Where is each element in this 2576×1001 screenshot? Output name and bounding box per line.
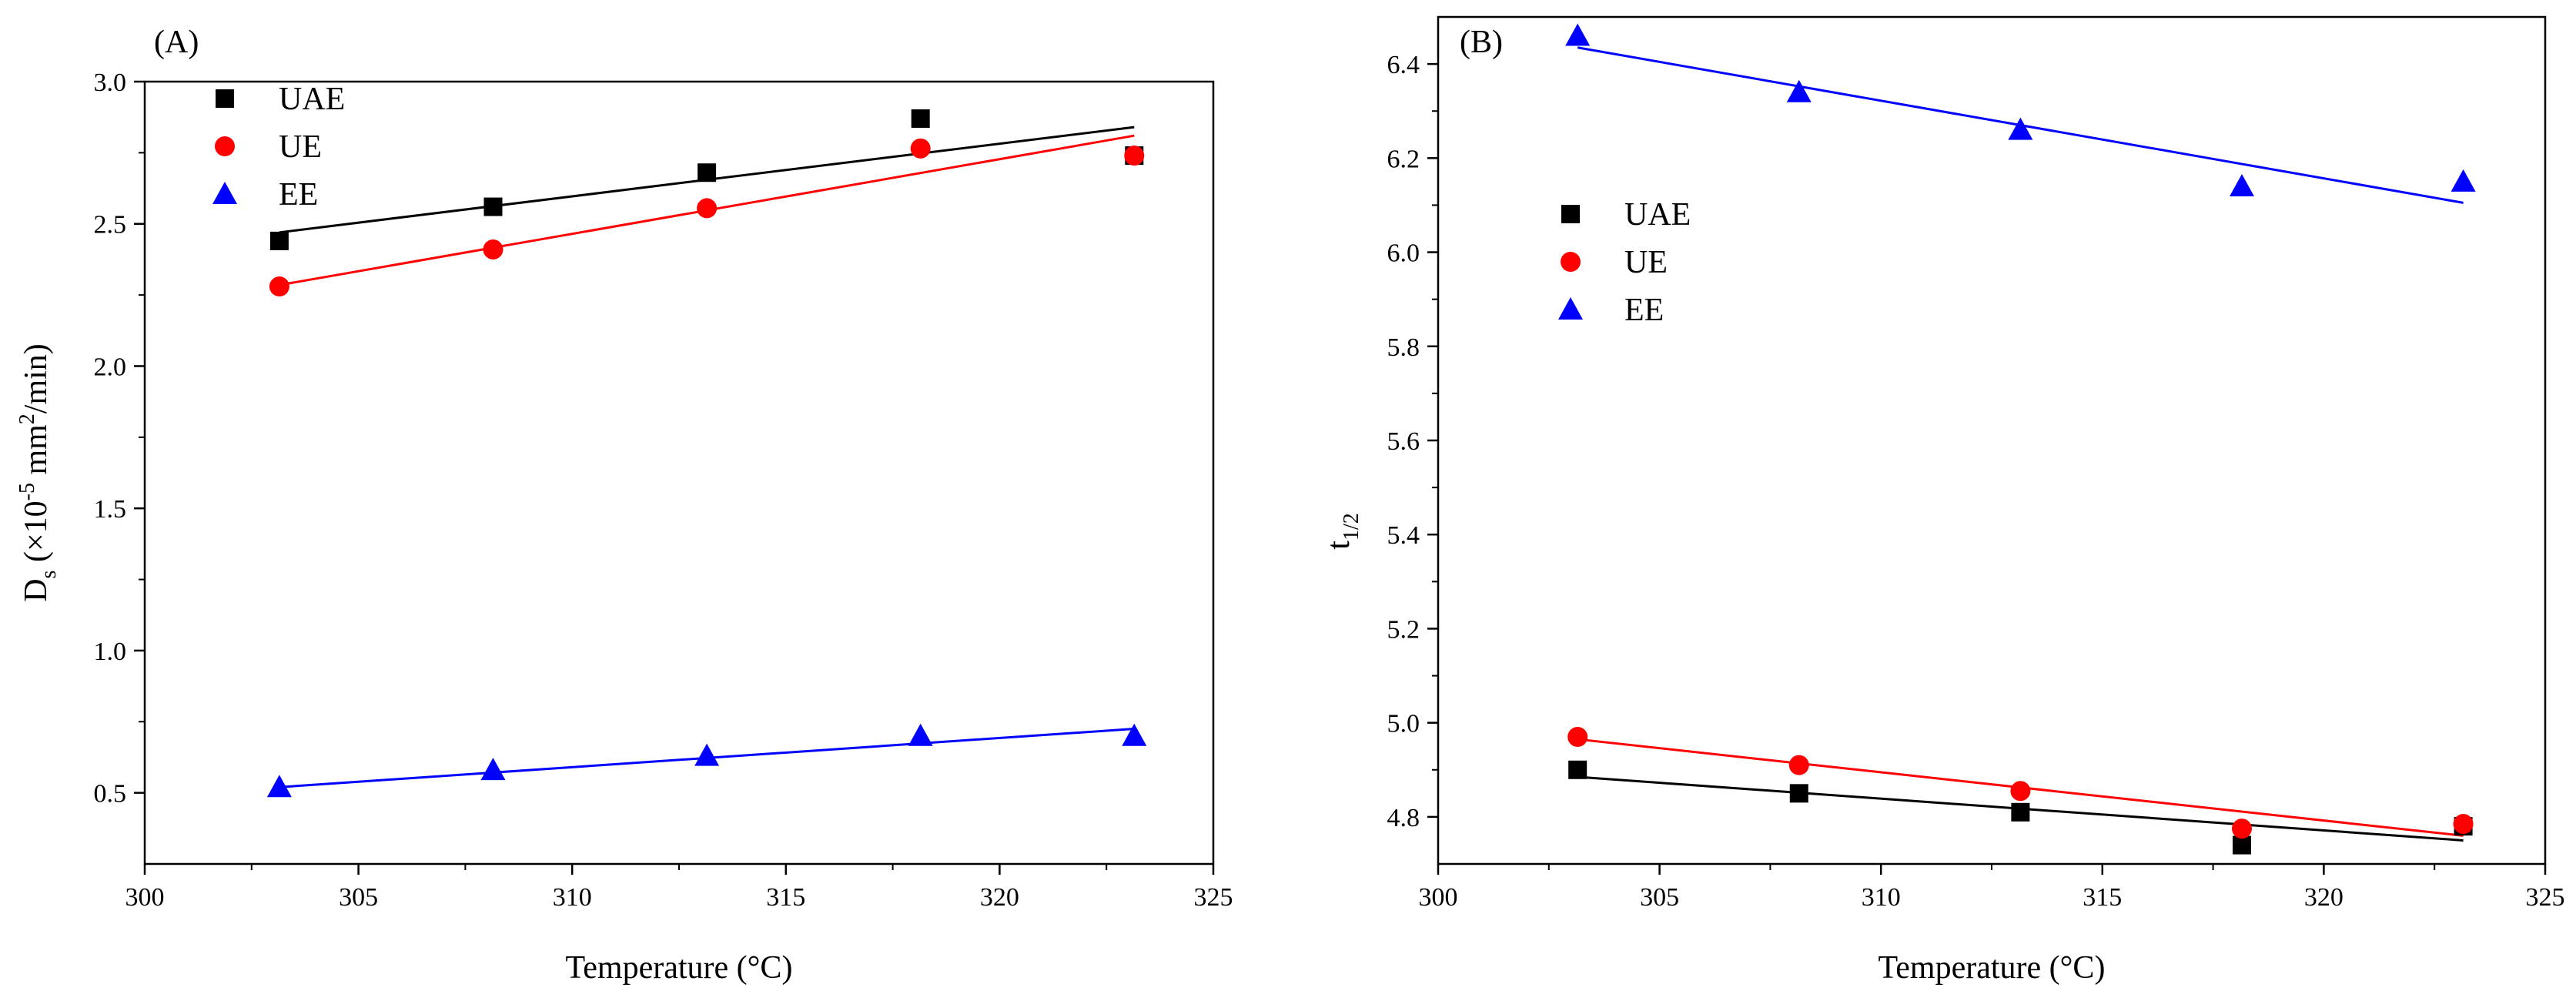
panel-a-point-uae (911, 109, 930, 129)
panel-b-point-uae (1789, 784, 1808, 803)
panel-b-data-points (1565, 23, 2476, 855)
panel-a-y-label-mid2: mm (18, 424, 54, 483)
panel-a-legend-label-ue: UE (279, 129, 322, 165)
panel-b-legend-marker-ee (1558, 297, 1583, 320)
panel-b-point-ue (2231, 819, 2252, 839)
panel-b-y-tick-label: 4.8 (1387, 804, 1420, 832)
panel-b-legend-label-ue: UE (1624, 245, 1668, 280)
panel-a-point-uae (483, 197, 503, 216)
panel-b-legend: UAE UE EE (1558, 197, 1691, 328)
panel-a-point-ue (697, 198, 718, 219)
panel-b-point-ee (1786, 79, 1812, 102)
panel-a-legend: UAE UE EE (212, 82, 345, 213)
panel-b-y-tick-label: 6.0 (1387, 239, 1420, 268)
panel-b-point-ee (1565, 23, 1591, 46)
panel-a-point-ee (694, 743, 720, 766)
panel-b-point-ue (2453, 814, 2474, 835)
panel-a-point-ue (910, 138, 931, 159)
panel-b-legend-marker-ue (1561, 252, 1581, 272)
panel-b-y-tick-label: 5.8 (1387, 333, 1420, 362)
panel-a-point-uae (269, 231, 289, 250)
panel-b-x-tick-label: 320 (2304, 883, 2343, 912)
panel-b-legend-label-uae: UAE (1624, 197, 1691, 233)
panel-a-point-ue (1124, 146, 1145, 166)
panel-b-y-tick-label: 5.0 (1387, 710, 1420, 738)
panel-b-point-ue (1788, 755, 1809, 775)
panel-a-x-tick-label: 325 (1194, 883, 1233, 912)
panel-a-data-points (266, 109, 1147, 798)
panel-b-point-uae (1568, 760, 1587, 779)
panel-a-x-tick-label: 310 (553, 883, 592, 912)
panel-a-point-uae (698, 163, 717, 182)
panel-b-label: (B) (1460, 25, 1503, 60)
panel-b-x-label: Temperature (°C) (1878, 950, 2106, 986)
panel-a-y-label-end: /min) (18, 343, 54, 413)
panel-b-y-tick-label: 5.6 (1387, 427, 1420, 456)
panel-a-y-label-sup2: 2 (15, 413, 39, 424)
panel-a-legend-marker-uae (216, 89, 234, 108)
panel-a-y-tick-label: 1.0 (94, 638, 127, 666)
panel-b-x-axis: 300 305 310 315 320 325 (1419, 864, 2565, 912)
panel-a-y-label-mid: (×10 (18, 500, 54, 570)
panel-b-point-ee (2451, 169, 2476, 192)
panel-b-x-tick-label: 315 (2083, 883, 2122, 912)
panel-b-y-tick-label: 5.4 (1387, 521, 1420, 550)
panel-b-legend-marker-uae (1561, 205, 1580, 223)
panel-b-y-axis: 4.8 5.0 5.2 5.4 5.6 5.8 6.0 6.2 6.4 (1387, 51, 1438, 832)
panel-a-legend-label-ee: EE (279, 177, 318, 213)
panel-a-x-tick-label: 305 (339, 883, 378, 912)
panel-a-point-ue (269, 276, 289, 297)
panel-a-fit-lines (279, 126, 1135, 788)
panel-a-legend-label-uae: UAE (279, 82, 345, 117)
panel-a-y-label: Ds (×10-5 mm2/min) (15, 343, 61, 602)
panel-a-point-ee (266, 775, 292, 798)
panel-a-y-tick-label: 0.5 (94, 780, 127, 808)
panel-b-x-tick-label: 305 (1640, 883, 1679, 912)
panel-b-y-tick-label: 6.2 (1387, 145, 1420, 173)
panel-a-y-label-sub: s (37, 571, 61, 579)
panel-b-point-uae (2232, 835, 2251, 855)
panel-a-legend-marker-ee (212, 182, 237, 204)
panel-a-point-ee (1122, 723, 1147, 746)
panel-b-y-tick-label: 5.2 (1387, 615, 1420, 644)
panel-a-x-label: Temperature (°C) (566, 950, 793, 986)
panel-a-label: (A) (154, 25, 199, 60)
panel-a-y-tick-label: 2.0 (94, 353, 127, 381)
panel-a-y-tick-label: 3.0 (94, 69, 127, 97)
panel-b-legend-label-ee: EE (1624, 293, 1664, 328)
panel-b-x-tick-label: 300 (1419, 883, 1458, 912)
panel-b-plot-frame (1437, 15, 2547, 865)
panel-b-point-ue (1567, 727, 1588, 747)
panel-a: (A) 300 305 310 315 320 325 0.5 1.0 1.5 2.0 2.5 3.… (15, 25, 1233, 986)
panel-a-y-label-main: D (18, 578, 54, 601)
panel-a-legend-marker-ue (215, 136, 235, 156)
panel-b-y-label-main: t (1321, 541, 1357, 550)
panel-a-x-tick-label: 315 (766, 883, 805, 912)
panel-b: (B) 300 305 310 315 320 325 4.8 5.0 5.2 5.4 5.6 5.… (1321, 15, 2565, 986)
panel-a-point-ue (483, 239, 503, 259)
panel-b-point-ee (2229, 174, 2254, 196)
panel-b-y-label: t1/2 (1321, 513, 1363, 549)
panel-a-point-ee (908, 723, 933, 746)
panel-a-x-tick-label: 300 (125, 883, 165, 912)
panel-b-point-ue (2010, 781, 2031, 802)
panel-b-y-tick-label: 6.4 (1387, 51, 1420, 79)
panel-b-point-uae (2011, 802, 2030, 822)
panel-b-fit-lines (1577, 46, 2464, 842)
panel-b-point-ee (2008, 117, 2033, 140)
panel-b-y-label-sub: 1/2 (1340, 513, 1363, 541)
panel-a-x-tick-label: 320 (980, 883, 1019, 912)
panel-a-point-ee (480, 758, 506, 781)
panel-a-x-axis: 300 305 310 315 320 325 (125, 864, 1233, 912)
panel-a-y-axis: 0.5 1.0 1.5 2.0 2.5 3.0 (94, 69, 145, 808)
panel-a-y-tick-label: 1.5 (94, 495, 127, 524)
panel-b-x-tick-label: 325 (2526, 883, 2565, 912)
panel-a-y-label-sup1: -5 (15, 483, 39, 500)
panel-a-y-tick-label: 2.5 (94, 211, 127, 239)
panel-b-x-tick-label: 310 (1862, 883, 1901, 912)
